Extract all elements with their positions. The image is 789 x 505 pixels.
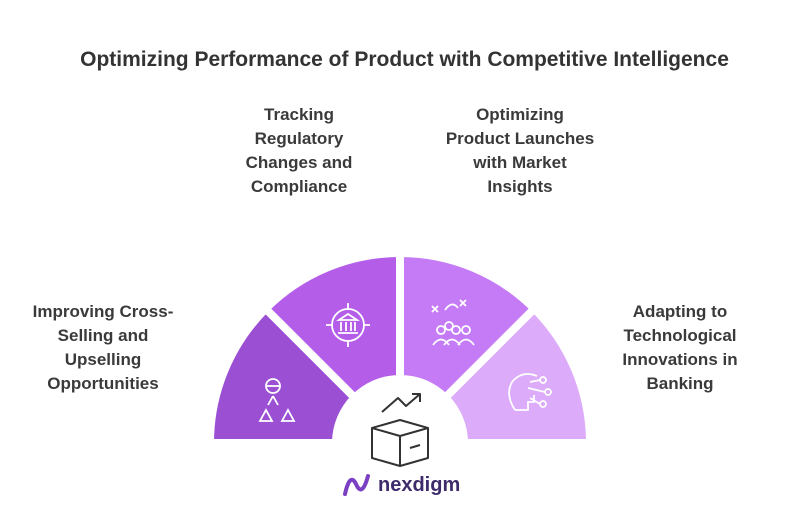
label-line: Adapting to <box>632 302 728 321</box>
label-line: Optimizing <box>476 105 564 124</box>
label-line: Tracking <box>264 105 334 124</box>
label-line: Innovations in <box>622 350 738 369</box>
title: Optimizing Performance of Product with C… <box>80 48 729 71</box>
label-line: Opportunities <box>47 374 159 393</box>
label-line: Insights <box>487 177 553 196</box>
label-line: Product Launches <box>445 129 595 148</box>
logo-mark <box>343 474 370 496</box>
label-line: Improving Cross- <box>32 302 174 321</box>
label-line: Selling and <box>57 326 149 345</box>
center-icon <box>371 393 429 467</box>
label-line: Compliance <box>250 177 348 196</box>
label-line: Changes and <box>245 153 353 172</box>
segment-label: Optimizing Product Launches with Market … <box>420 103 620 199</box>
segment-label: Tracking Regulatory Changes and Complian… <box>199 103 399 199</box>
label-line: Upselling <box>64 350 142 369</box>
segment-label: Improving Cross- Selling and Upselling O… <box>3 300 203 396</box>
label-line: with Market <box>473 153 567 172</box>
segment-label: Adapting to Technological Innovations in… <box>580 300 780 396</box>
label-line: Banking <box>646 374 714 393</box>
wedge-icons <box>258 299 552 422</box>
label-line: Regulatory <box>254 129 344 148</box>
logo-text: nexdigm <box>378 474 461 496</box>
label-line: Technological <box>623 326 737 345</box>
